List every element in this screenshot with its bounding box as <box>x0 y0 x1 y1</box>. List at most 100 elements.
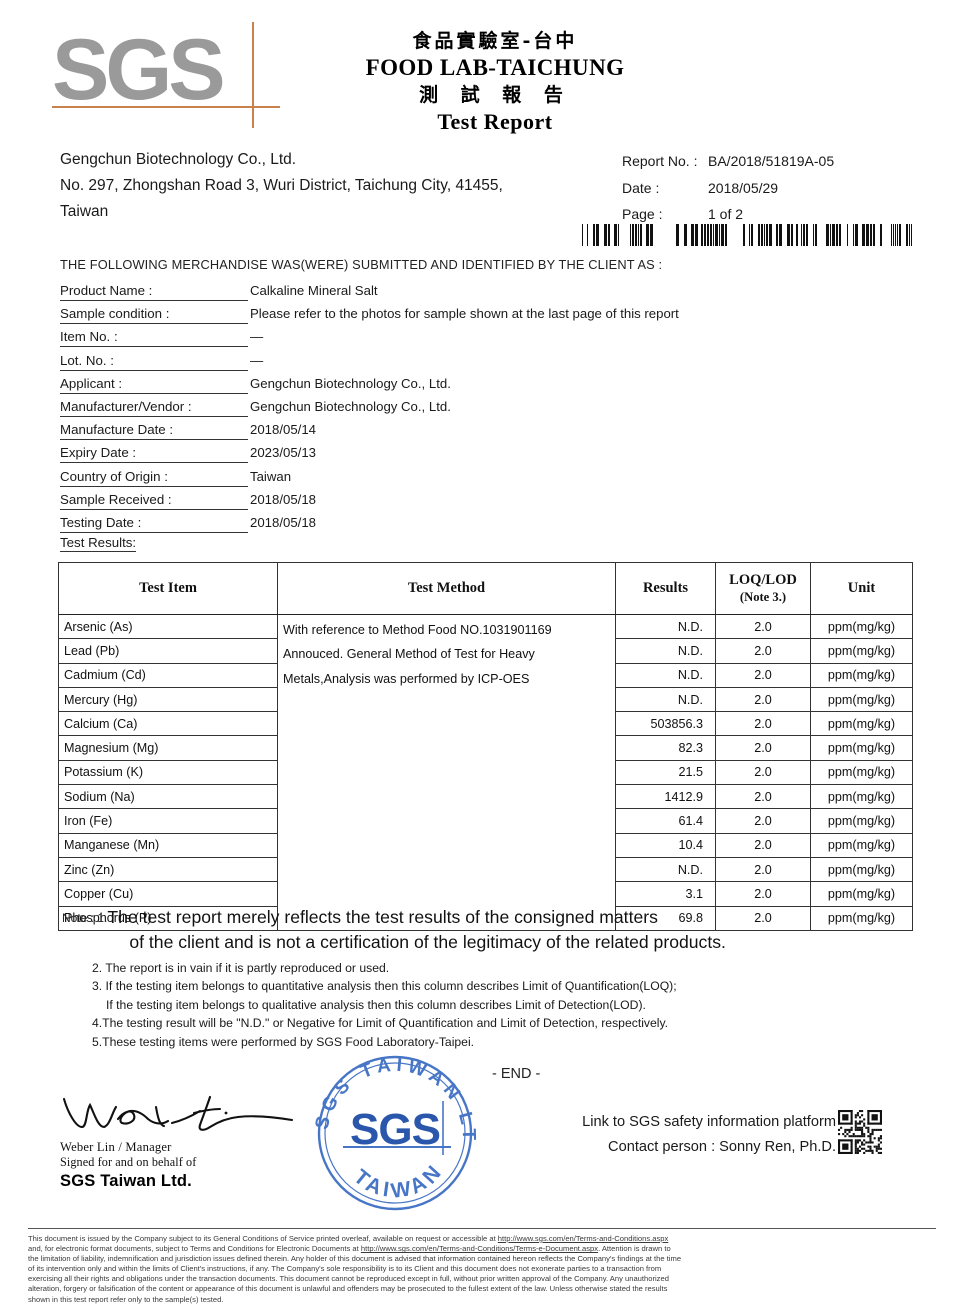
cell-result: 82.3 <box>615 735 716 761</box>
field-value: Gengchun Biotechnology Co., Ltd. <box>250 375 451 391</box>
qr-code-icon[interactable] <box>838 1110 882 1154</box>
report-no-row: Report No. : BA/2018/51819A-05 <box>622 148 942 175</box>
field-row: Manufacturer/Vendor : Gengchun Biotechno… <box>60 399 920 422</box>
field-value: 2018/05/18 <box>250 491 317 507</box>
barcode <box>576 224 916 246</box>
signer-name: Weber Lin / Manager <box>60 1140 172 1154</box>
field-row: Testing Date : 2018/05/18 <box>60 515 920 538</box>
note-3-line-2: If the testing item belongs to qualitati… <box>62 996 942 1014</box>
cell-loq-lod: 2.0 <box>715 662 811 688</box>
footer-line-2b: . Attention is drawn to <box>598 1244 671 1254</box>
column-header-results: Results <box>615 562 716 615</box>
field-row: Lot. No. : — <box>60 353 920 376</box>
cell-result: N.D. <box>615 662 716 688</box>
footer-line-7: shown in this test report refer only to … <box>28 1294 224 1304</box>
footer-line-2a: and, for electronic format documents, su… <box>28 1244 361 1254</box>
svg-text:SGS: SGS <box>350 1105 440 1154</box>
field-value: 2018/05/18 <box>250 514 317 530</box>
field-label: Sample Received : <box>60 492 248 510</box>
cell-unit: ppm(mg/kg) <box>810 856 913 883</box>
report-no-label: Report No. : <box>622 153 698 169</box>
note-3-line-1: 3. If the testing item belongs to quanti… <box>92 979 677 994</box>
field-value: Please refer to the photos for sample sh… <box>250 306 679 322</box>
column-header-loq-lod-note: (Note 3.) <box>739 589 787 604</box>
cell-result: N.D. <box>615 686 716 713</box>
sgs-taiwan-seal-stamp: SGS TAIWAN LTD TAIWAN SGS <box>296 1027 485 1223</box>
cell-test-item: Magnesium (Mg) <box>58 735 278 761</box>
method-line: Annouced. General Method of Test for Hea… <box>283 647 535 662</box>
cell-result: N.D. <box>615 856 716 883</box>
field-label: Product Name : <box>60 283 248 301</box>
note-3-line-2-text: If the testing item belongs to qualitati… <box>106 997 646 1012</box>
field-label: Manufacture Date : <box>60 422 248 441</box>
handwritten-signature <box>60 1093 360 1139</box>
field-row: Item No. : — <box>60 329 920 352</box>
field-label: Country of Origin : <box>60 469 248 487</box>
client-address-line-1: No. 297, Zhongshan Road 3, Wuri District… <box>60 177 503 194</box>
cell-test-item: Iron (Fe) <box>58 808 278 834</box>
field-row: Sample Received : 2018/05/18 <box>60 492 920 515</box>
note-4: 4.The testing result will be "N.D." or N… <box>92 1016 669 1031</box>
cell-unit: ppm(mg/kg) <box>810 711 913 737</box>
field-label: Lot. No. : <box>60 353 248 371</box>
client-address-line-2: Taiwan <box>60 203 109 220</box>
client-name: Gengchun Biotechnology Co., Ltd. <box>60 151 297 168</box>
cell-loq-lod: 2.0 <box>715 638 811 664</box>
signature-block: Weber Lin / Manager Signed for and on be… <box>60 1093 390 1191</box>
cell-loq-lod: 2.0 <box>715 784 811 810</box>
table-row: Manganese (Mn) 10.4 2.0 ppm(mg/kg) <box>58 832 913 858</box>
table-row: Iron (Fe) 61.4 2.0 ppm(mg/kg) <box>58 808 913 834</box>
footer-line-1a: This document is issued by the Company s… <box>28 1234 498 1243</box>
report-page-row: Page : 1 of 2 <box>622 201 942 228</box>
table-body: Arsenic (As) With reference to Method Foo… <box>58 613 913 931</box>
cell-test-item: Potassium (K) <box>58 759 278 786</box>
title-english-report: Test Report <box>437 109 553 134</box>
cell-result: 1412.9 <box>615 784 716 810</box>
report-date-value: 2018/05/29 <box>708 179 779 196</box>
note-1-line-2: of the client and is not a certification… <box>129 932 726 952</box>
method-line: With reference to Method Food NO.1031901… <box>283 623 552 637</box>
report-page-value: 1 of 2 <box>708 206 744 222</box>
report-page-label: Page : <box>622 206 663 222</box>
footer-link-terms[interactable]: http://www.sgs.com/en/Terms-and-Conditio… <box>497 1234 669 1243</box>
field-value: Gengchun Biotechnology Co., Ltd. <box>250 398 451 414</box>
report-date-label: Date : <box>622 179 660 196</box>
footer-link-e-document[interactable]: http://www.sgs.com/en/Terms-and-Conditio… <box>360 1244 599 1254</box>
test-results-heading: Test Results: <box>60 535 137 552</box>
footer-line-4: of its intervention only and within the … <box>28 1264 662 1274</box>
signing-company: SGS Taiwan Ltd. <box>60 1172 192 1190</box>
report-title-block: 食品實驗室-台中 FOOD LAB-TAICHUNG 測 試 報 告 Test … <box>330 28 660 135</box>
cell-result: 10.4 <box>615 832 716 858</box>
safety-platform-link-text[interactable]: Link to SGS safety information platform <box>582 1114 836 1130</box>
cell-loq-lod: 2.0 <box>715 759 811 786</box>
field-row: Product Name : Calkaline Mineral Salt <box>60 283 920 306</box>
field-row: Country of Origin : Taiwan <box>60 469 920 492</box>
sgs-logo: SGS <box>52 22 282 132</box>
notes-label: Note : 1. <box>62 911 108 925</box>
cell-test-item: Mercury (Hg) <box>58 686 278 713</box>
cell-unit: ppm(mg/kg) <box>810 784 913 810</box>
field-value: — <box>250 352 263 368</box>
field-label: Testing Date : <box>60 515 248 533</box>
cell-loq-lod: 2.0 <box>715 881 811 907</box>
cell-loq-lod: 2.0 <box>715 735 811 761</box>
table-row: Calcium (Ca) 503856.3 2.0 ppm(mg/kg) <box>58 711 913 737</box>
table-row: Magnesium (Mg) 82.3 2.0 ppm(mg/kg) <box>58 735 913 761</box>
cell-result: 61.4 <box>615 808 716 834</box>
note-1-line-1: The test report merely reflects the test… <box>107 907 658 927</box>
table-row: Lead (Pb) N.D. 2.0 ppm(mg/kg) <box>58 638 913 664</box>
field-value: Calkaline Mineral Salt <box>250 283 378 298</box>
table-header-row: Test Item Test Method Results LOQ/LOD (N… <box>58 562 913 615</box>
field-label: Applicant : <box>60 376 248 394</box>
cell-result: 3.1 <box>615 881 716 907</box>
cell-unit: ppm(mg/kg) <box>810 905 913 931</box>
cell-loq-lod: 2.0 <box>715 686 811 713</box>
logo-horizontal-rule <box>52 106 280 108</box>
cell-loq-lod: 2.0 <box>715 711 811 737</box>
table-row: Arsenic (As) With reference to Method Foo… <box>58 613 913 931</box>
sample-info-fields: Product Name : Calkaline Mineral Salt Sa… <box>60 283 920 538</box>
cell-unit: ppm(mg/kg) <box>810 759 913 786</box>
footer-line-6: alteration, forgery or falsification of … <box>28 1284 668 1294</box>
table-row: Sodium (Na) 1412.9 2.0 ppm(mg/kg) <box>58 784 913 810</box>
cell-loq-lod: 2.0 <box>715 613 811 640</box>
